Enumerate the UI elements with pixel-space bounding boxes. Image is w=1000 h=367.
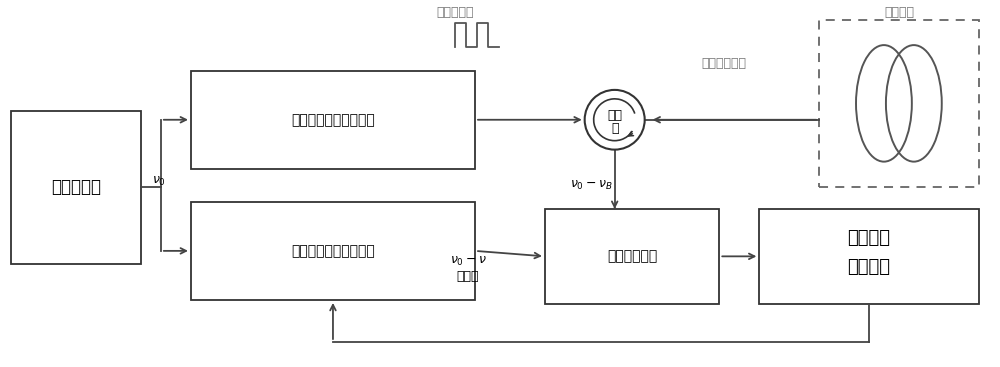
Text: 探测脉冲光路调制模块: 探测脉冲光路调制模块 <box>291 113 375 127</box>
Text: $\nu_0-\nu$: $\nu_0-\nu$ <box>450 255 487 268</box>
Bar <box>11 111 141 264</box>
Text: 相干探测单元: 相干探测单元 <box>607 249 657 264</box>
Bar <box>759 209 979 304</box>
Text: 传感光纤: 传感光纤 <box>884 6 914 19</box>
Text: 移频参考光路调制模块: 移频参考光路调制模块 <box>291 244 375 258</box>
Text: 数据采集: 数据采集 <box>847 229 890 247</box>
Text: 器: 器 <box>611 122 618 135</box>
Bar <box>819 19 979 187</box>
Text: 脉冲探测光: 脉冲探测光 <box>436 6 474 19</box>
Text: 激光信号源: 激光信号源 <box>51 178 101 196</box>
Text: 处理模块: 处理模块 <box>847 258 890 276</box>
Text: $\nu_0-\nu_B$: $\nu_0-\nu_B$ <box>570 179 613 192</box>
Bar <box>545 209 719 304</box>
Text: 环形: 环形 <box>607 109 622 122</box>
Text: $\nu_0$: $\nu_0$ <box>152 175 166 188</box>
Bar <box>191 202 475 300</box>
Bar <box>191 70 475 169</box>
Text: 连续光: 连续光 <box>457 270 479 283</box>
Ellipse shape <box>585 90 645 150</box>
Text: 布里渊散射光: 布里渊散射光 <box>702 57 747 70</box>
